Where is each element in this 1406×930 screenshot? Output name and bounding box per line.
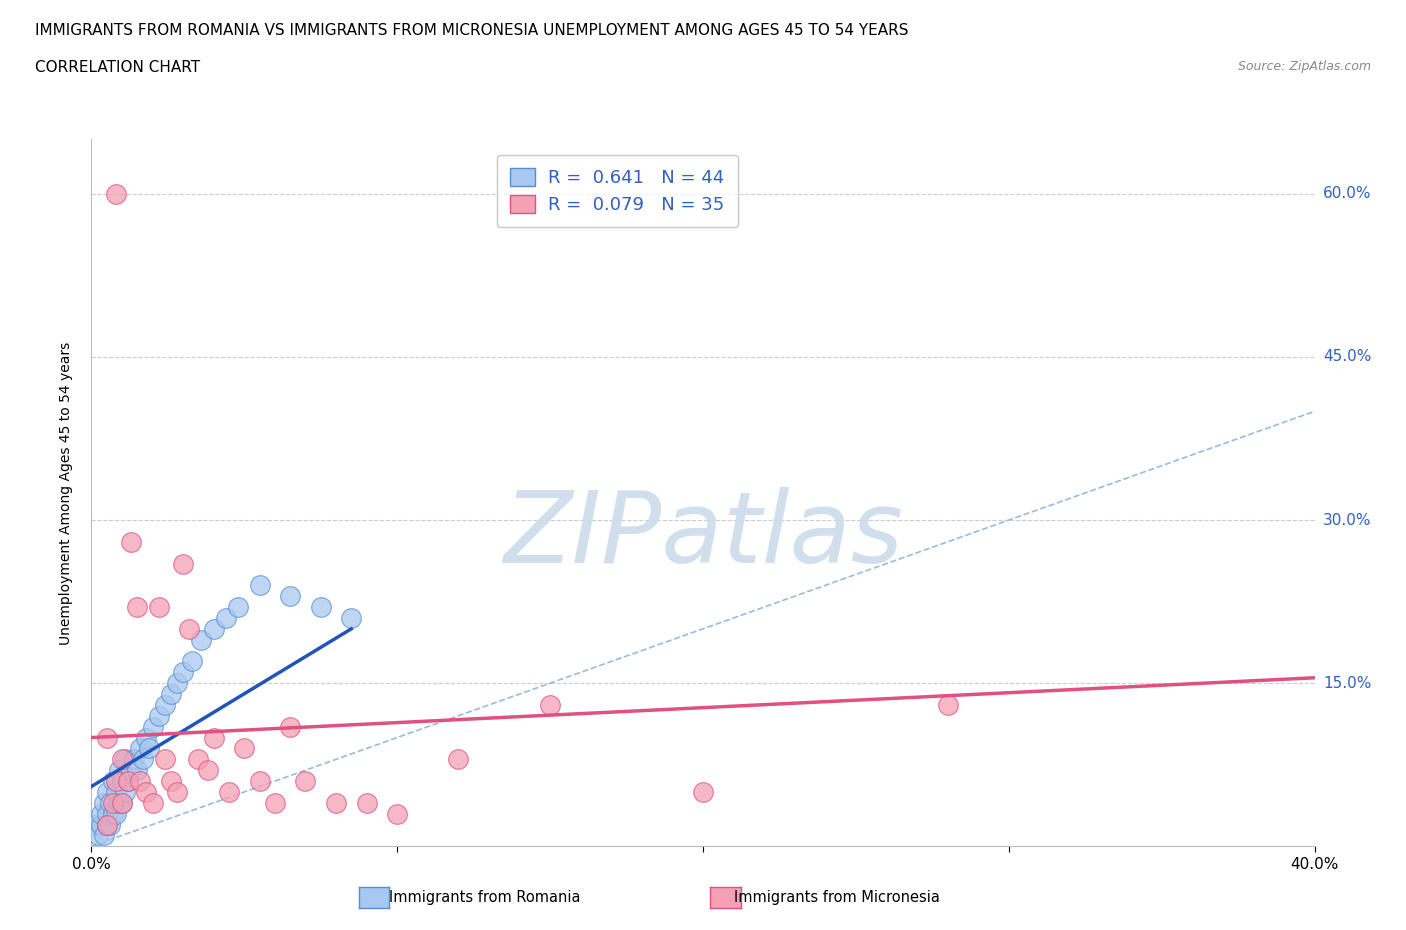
Point (538, 698, 561, 712)
Point (190, 632, 212, 647)
Point (129, 741, 152, 756)
Point (93, 828, 115, 843)
Point (104, 774, 127, 789)
Point (122, 751, 145, 766)
Point (96, 730, 118, 745)
Point (181, 654, 204, 669)
Point (141, 719, 163, 734)
Point (117, 774, 139, 789)
Point (294, 774, 316, 789)
Point (96, 806, 118, 821)
Point (93, 795, 115, 810)
Point (96, 817, 118, 832)
Point (98, 817, 121, 832)
Point (108, 763, 131, 777)
Point (385, 806, 409, 821)
Text: Source: ZipAtlas.com: Source: ZipAtlas.com (1237, 60, 1371, 73)
Point (340, 610, 363, 625)
Point (108, 795, 131, 810)
Point (936, 698, 959, 712)
Point (120, 535, 142, 550)
Point (104, 186, 127, 201)
Point (104, 806, 127, 821)
Point (160, 686, 183, 701)
Point (202, 621, 225, 636)
Point (148, 600, 170, 615)
Point (166, 785, 188, 800)
Point (187, 751, 209, 766)
Legend: R =  0.641   N = 44, R =  0.079   N = 35: R = 0.641 N = 44, R = 0.079 N = 35 (496, 155, 738, 227)
Point (111, 751, 134, 766)
Text: Immigrants from Romania: Immigrants from Romania (389, 890, 581, 905)
Point (117, 774, 139, 789)
Text: ZIPatlas: ZIPatlas (503, 486, 903, 584)
Point (197, 763, 219, 777)
Point (114, 751, 136, 766)
Text: 60.0%: 60.0% (1323, 186, 1371, 202)
Point (132, 751, 155, 766)
Point (111, 795, 134, 810)
Point (249, 578, 271, 592)
Point (215, 610, 238, 625)
Point (90, 806, 112, 821)
Point (278, 589, 301, 604)
Point (141, 795, 163, 810)
Text: 45.0%: 45.0% (1323, 350, 1371, 365)
Point (129, 774, 152, 789)
Point (114, 785, 136, 800)
Point (226, 600, 249, 615)
Point (309, 600, 332, 615)
Point (111, 774, 134, 789)
Point (356, 795, 378, 810)
Text: Immigrants from Micronesia: Immigrants from Micronesia (734, 890, 939, 905)
Point (172, 556, 194, 571)
Point (172, 665, 194, 680)
Point (233, 741, 256, 756)
Point (101, 806, 124, 821)
Point (83, 817, 105, 832)
Point (218, 785, 240, 800)
Point (264, 795, 287, 810)
Point (179, 621, 201, 636)
Point (111, 795, 134, 810)
Point (101, 774, 124, 789)
Point (104, 785, 127, 800)
Point (135, 785, 157, 800)
Point (153, 698, 176, 712)
Point (90, 817, 112, 832)
Point (249, 774, 271, 789)
Point (325, 795, 347, 810)
Y-axis label: Unemployment Among Ages 45 to 54 years: Unemployment Among Ages 45 to 54 years (59, 341, 73, 644)
Point (98, 795, 121, 810)
Point (120, 763, 142, 777)
Point (160, 774, 183, 789)
Text: 30.0%: 30.0% (1323, 512, 1371, 527)
Point (447, 751, 470, 766)
Point (96, 817, 118, 832)
Point (101, 795, 124, 810)
Text: CORRELATION CHART: CORRELATION CHART (35, 60, 200, 75)
Point (166, 676, 188, 691)
Point (278, 719, 301, 734)
Point (138, 741, 160, 756)
Point (692, 785, 714, 800)
Point (127, 600, 149, 615)
Point (86, 828, 108, 843)
Point (96, 785, 118, 800)
Point (202, 730, 225, 745)
Point (135, 730, 157, 745)
Text: 15.0%: 15.0% (1323, 676, 1371, 691)
Text: IMMIGRANTS FROM ROMANIA VS IMMIGRANTS FROM MICRONESIA UNEMPLOYMENT AMONG AGES 45: IMMIGRANTS FROM ROMANIA VS IMMIGRANTS FR… (35, 23, 908, 38)
Point (127, 763, 149, 777)
Point (148, 709, 170, 724)
Point (153, 751, 176, 766)
